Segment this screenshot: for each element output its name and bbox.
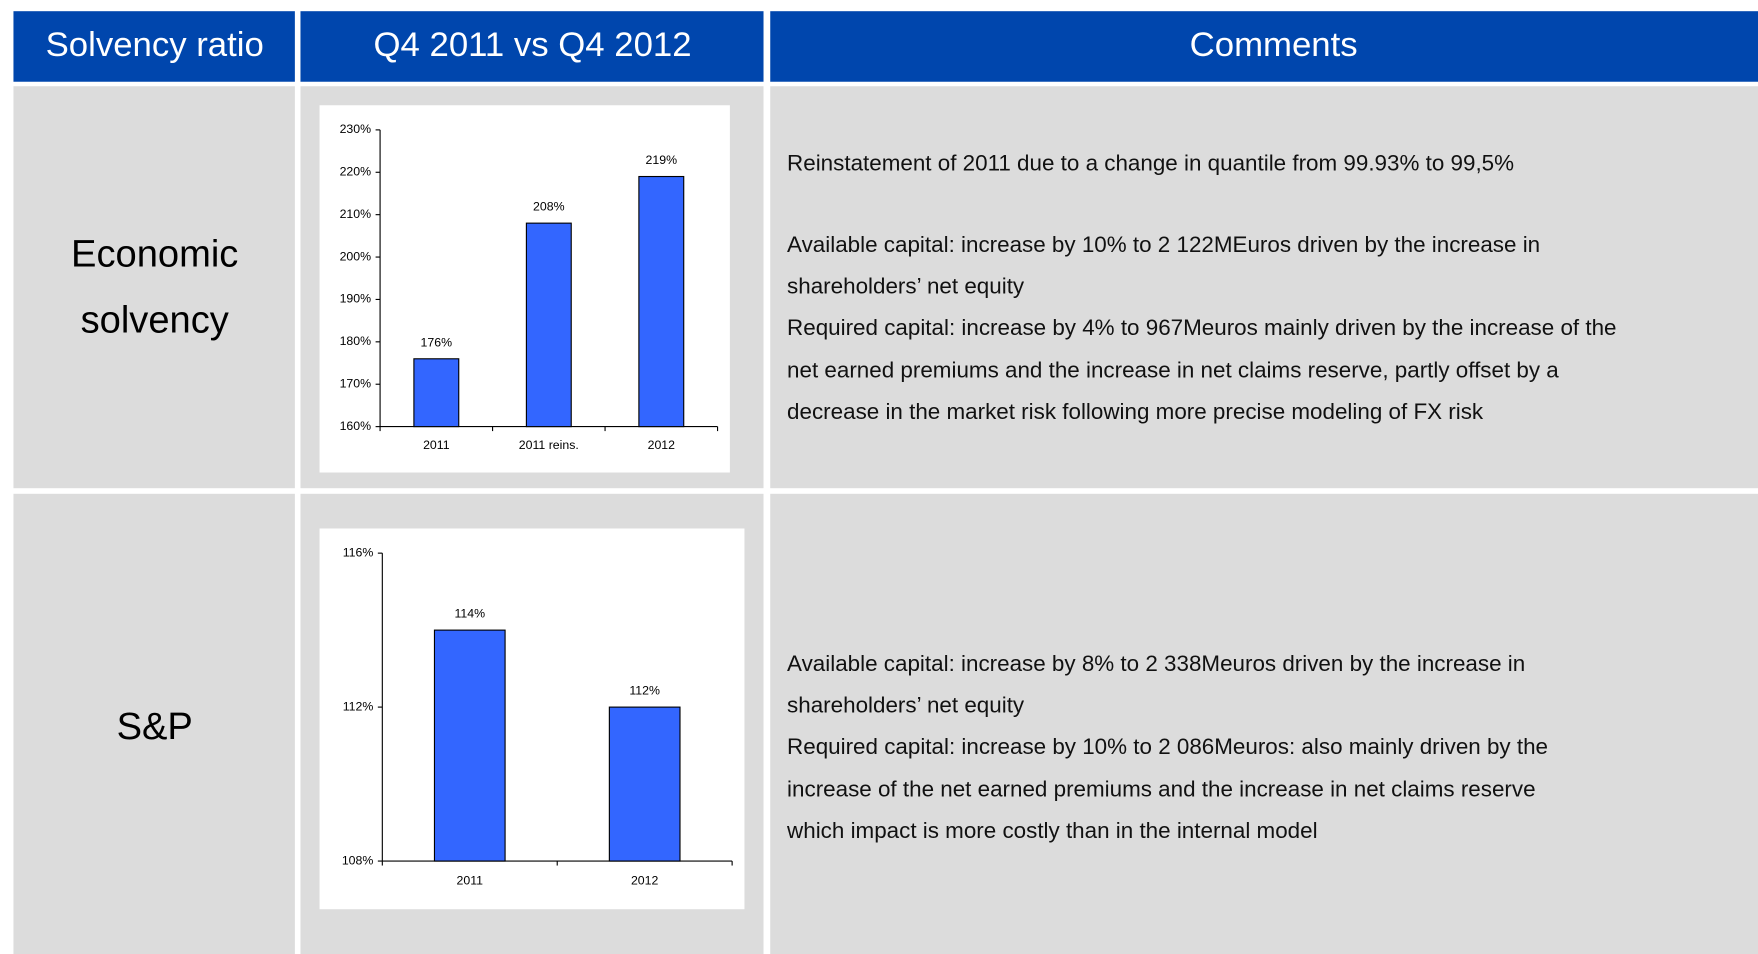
row-label: Economic [71, 233, 238, 275]
comment: Available capital: increase by 10% to 2 … [787, 232, 1540, 257]
comment: Available capital: increase by 8% to 2 3… [787, 651, 1525, 676]
header: Q4 2011 vs Q4 2012 [374, 26, 692, 64]
cell [13, 86, 295, 489]
header-cell [13, 11, 295, 82]
value-label: 114% [454, 607, 485, 621]
header-cell [300, 11, 764, 82]
x-tick-label: 2011 reins. [519, 438, 579, 452]
bar [525, 222, 572, 428]
row-label: S&P [117, 706, 193, 748]
header: Comments [1190, 26, 1358, 64]
cell [770, 493, 1758, 954]
y-tick-label: 200% [340, 249, 372, 263]
comment: shareholders’ net equity [787, 274, 1025, 299]
y-tick-label: 190% [340, 292, 372, 306]
chart-box [319, 528, 745, 910]
comment: increase of the net earned premiums and … [787, 776, 1535, 801]
cell [770, 86, 1758, 489]
y-tick-label: 180% [340, 334, 372, 348]
header-cell [770, 11, 1758, 82]
comment: net earned premiums and the increase in … [787, 358, 1559, 383]
value-label: 208% [533, 200, 565, 214]
comment: Required capital: increase by 4% to 967M… [787, 315, 1616, 340]
bar [608, 706, 681, 862]
cell [13, 493, 295, 954]
bar [413, 358, 460, 428]
comment: shareholders’ net equity [787, 692, 1025, 717]
header: Solvency ratio [46, 26, 264, 64]
value-label: 219% [646, 153, 678, 167]
y-tick-label: 112% [343, 699, 374, 713]
y-tick-label: 170% [340, 376, 372, 390]
x-tick-label: 2011 [423, 438, 450, 452]
row-label: solvency [81, 300, 229, 342]
bar [638, 175, 685, 428]
y-tick-label: 230% [340, 122, 372, 136]
comment: Reinstatement of 2011 due to a change in… [787, 151, 1514, 176]
y-tick-label: 116% [343, 545, 374, 559]
comment: Required capital: increase by 10% to 2 0… [787, 734, 1548, 759]
comment: which impact is more costly than in the … [786, 818, 1318, 843]
y-tick-label: 108% [342, 853, 374, 867]
y-tick-label: 210% [340, 207, 372, 221]
comment: decrease in the market risk following mo… [787, 399, 1484, 424]
x-tick-label: 2012 [631, 873, 659, 887]
value-label: 176% [421, 335, 453, 349]
y-tick-label: 160% [340, 419, 372, 433]
x-tick-label: 2012 [648, 438, 676, 452]
bar [433, 629, 506, 862]
x-tick-label: 2011 [457, 873, 484, 887]
y-tick-label: 220% [340, 165, 372, 179]
value-label: 112% [629, 684, 660, 698]
